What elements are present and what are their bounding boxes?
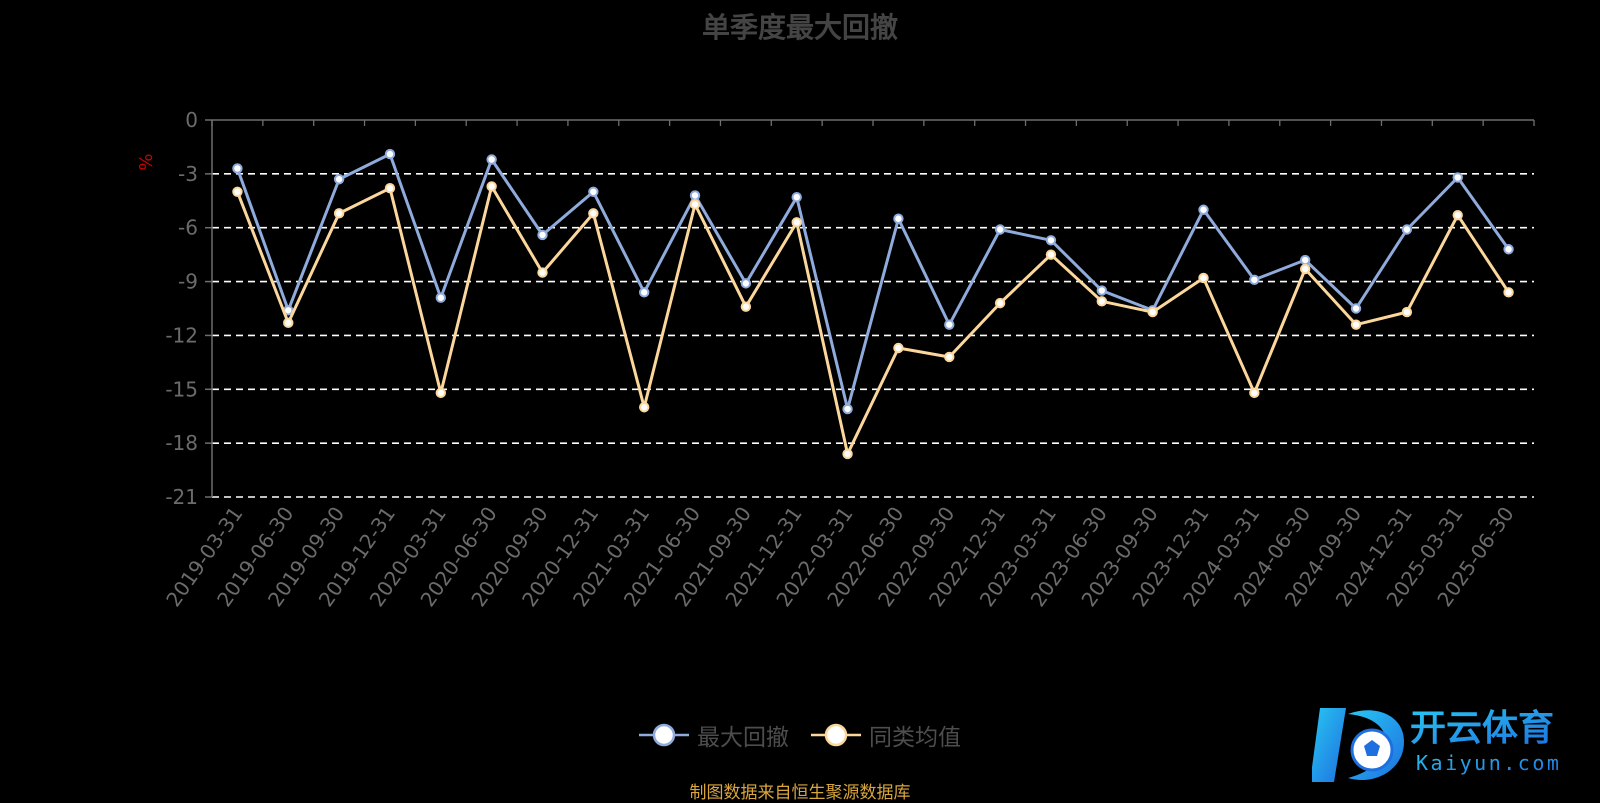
series-1-point	[1452, 209, 1463, 221]
series-0-point	[588, 186, 599, 198]
legend-label-peer-average: 同类均值	[869, 725, 961, 751]
series-1-point	[1401, 306, 1413, 318]
series-0-point	[740, 278, 752, 289]
series-1-point	[893, 342, 904, 354]
brand-name-cn: 开云体育	[1410, 708, 1554, 749]
series-1-point	[1096, 296, 1108, 307]
y-tick-label: -15	[165, 377, 198, 401]
series-0-point	[232, 163, 243, 174]
series-layer	[232, 148, 1514, 460]
series-1-point	[1503, 287, 1514, 298]
series-1-point	[435, 387, 447, 399]
series-0-point	[1096, 285, 1108, 296]
legend: 最大回撤 同类均值	[0, 718, 1600, 752]
series-0-point	[1452, 172, 1463, 183]
series-1-point	[842, 448, 853, 460]
series-1-point	[384, 183, 396, 194]
y-tick-label: -6	[178, 216, 198, 240]
series-0-point	[944, 319, 955, 330]
legend-label-max-drawdown: 最大回撤	[697, 725, 789, 751]
series-0-point	[1401, 224, 1413, 235]
series-0-point	[435, 292, 447, 303]
legend-item-max-drawdown[interactable]: 最大回撤	[639, 718, 789, 752]
series-1-point	[1147, 306, 1158, 318]
series-0-point	[689, 190, 701, 201]
series-1-point	[638, 402, 650, 413]
axis-layer: 0-3-6-9-12-15-18-212019-03-312019-06-302…	[161, 108, 1535, 611]
series-0-point	[1503, 244, 1514, 255]
series-0-point	[1045, 235, 1057, 246]
series-0-point	[893, 213, 904, 224]
series-0-point	[994, 224, 1006, 235]
series-1-point	[232, 186, 243, 198]
legend-marker-peer-average	[811, 723, 861, 747]
series-1-point	[333, 208, 345, 219]
series-1-point	[740, 301, 752, 312]
series-1-point	[1299, 263, 1311, 275]
series-1-point	[944, 351, 955, 363]
series-1-point	[791, 217, 802, 228]
brand-name-en: Kaiyun.com	[1416, 751, 1561, 775]
y-tick-label: -18	[165, 431, 198, 455]
series-line-0	[236, 152, 1510, 411]
series-0-point	[1198, 204, 1209, 215]
y-tick-label: -21	[165, 485, 198, 509]
y-axis-unit-label: %	[136, 153, 157, 170]
series-1-point	[1045, 249, 1057, 260]
series-0-point	[537, 229, 548, 241]
series-0-point	[333, 174, 345, 185]
series-1-point	[689, 199, 701, 210]
brand-emblem-icon	[1312, 708, 1404, 782]
series-1-point	[1350, 319, 1362, 330]
legend-marker-max-drawdown	[639, 723, 689, 747]
series-1-point	[994, 297, 1006, 309]
source-note: 制图数据来自恒生聚源数据库	[689, 783, 911, 803]
series-0-point	[638, 287, 650, 298]
series-1-point	[537, 267, 548, 278]
series-0-point	[1350, 303, 1362, 314]
series-0-point	[791, 191, 802, 203]
series-0-point	[1299, 254, 1311, 266]
legend-item-peer-average[interactable]: 同类均值	[811, 718, 961, 752]
series-1-point	[1198, 272, 1209, 284]
chart-title: 单季度最大回撤	[701, 11, 898, 44]
series-1-point	[283, 317, 294, 329]
series-1-point	[486, 181, 497, 192]
y-tick-label: -9	[178, 270, 198, 294]
series-line-1	[236, 184, 1510, 456]
y-tick-label: -3	[178, 162, 198, 186]
series-0-point	[486, 154, 497, 165]
series-0-point	[1249, 274, 1260, 285]
series-0-point	[842, 403, 853, 415]
y-tick-label: 0	[185, 108, 198, 132]
series-1-point	[1249, 387, 1260, 399]
grid-layer	[212, 173, 1534, 498]
series-0-point	[384, 148, 396, 160]
series-1-point	[588, 208, 599, 219]
y-tick-label: -12	[165, 323, 198, 347]
brand-logo: 开云体育 Kaiyun.com	[1312, 708, 1561, 782]
